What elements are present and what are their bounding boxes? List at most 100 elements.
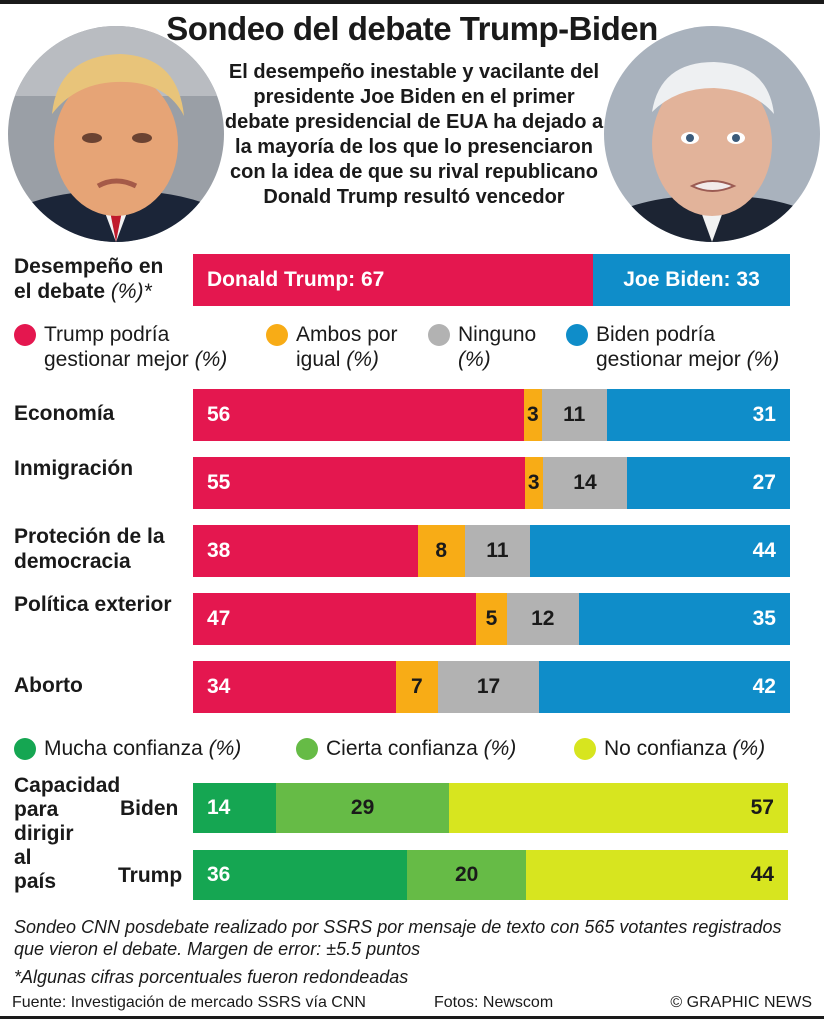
bar-segment: 12 bbox=[506, 593, 579, 645]
bar-segment: 35 bbox=[578, 593, 790, 645]
legend-label-unit: (%) bbox=[732, 737, 766, 760]
bar-segment: 44 bbox=[526, 850, 788, 900]
legend-label-line1: Biden podría bbox=[596, 323, 716, 346]
data-label: 8 bbox=[435, 539, 448, 562]
bar-segment: 11 bbox=[541, 389, 607, 441]
data-label: 5 bbox=[485, 607, 498, 630]
performance-label-line2: el debate bbox=[14, 280, 106, 303]
stacked-bar: 14 29 57 bbox=[193, 783, 788, 833]
data-label: 44 bbox=[752, 539, 776, 562]
category-label: Política exterior bbox=[14, 593, 172, 616]
performance-bar: Donald Trump: 67 Joe Biden: 33 bbox=[193, 254, 790, 306]
performance-segment-trump: Donald Trump: 67 bbox=[193, 254, 593, 306]
footer-credit: © GRAPHIC NEWS bbox=[670, 994, 812, 1011]
data-label: 3 bbox=[527, 471, 540, 494]
bar-segment: 3 bbox=[524, 389, 542, 441]
data-label: 34 bbox=[207, 675, 231, 698]
legend-dot bbox=[574, 738, 596, 760]
data-label: 31 bbox=[752, 403, 776, 426]
stacked-bar: 47 5 12 35 bbox=[193, 593, 790, 645]
survey-note: Sondeo CNN posdebate realizado por SSRS … bbox=[14, 917, 782, 959]
legend-label-unit: (%) bbox=[208, 737, 242, 760]
page-title: Sondeo del debate Trump-Biden bbox=[166, 10, 658, 47]
legend-label: Cierta confianza (%) bbox=[326, 736, 516, 761]
data-label: 36 bbox=[207, 863, 231, 886]
legend-label-unit: (%) bbox=[483, 737, 517, 760]
legend-label-text: Cierta confianza bbox=[326, 737, 478, 760]
data-label: 17 bbox=[476, 675, 501, 698]
page-subtitle: El desempeño inestable y vacilante del p… bbox=[224, 61, 604, 208]
legend-label-line1: Ambos por bbox=[296, 323, 398, 346]
data-label: 11 bbox=[563, 403, 586, 426]
bar-segment: 44 bbox=[529, 525, 790, 577]
legend-label-text: gestionar mejor bbox=[44, 348, 189, 371]
bar-segment: 47 bbox=[193, 593, 477, 645]
data-label: 27 bbox=[752, 471, 776, 494]
stacked-bar: 55 3 14 27 bbox=[193, 457, 790, 509]
data-label: 29 bbox=[350, 796, 375, 819]
performance-label: Desempeño en el debate (%)* bbox=[14, 254, 163, 304]
bar-segment: 11 bbox=[464, 525, 530, 577]
legend-label-unit: (%) bbox=[746, 348, 780, 371]
data-label: 14 bbox=[573, 471, 597, 494]
legend-dot bbox=[566, 324, 588, 346]
biden-portrait bbox=[604, 26, 820, 242]
legend-label: Biden podría gestionar mejor (%) bbox=[596, 322, 779, 372]
data-label: 38 bbox=[207, 539, 231, 562]
bar-segment: 56 bbox=[193, 389, 524, 441]
stacked-bar: 36 20 44 bbox=[193, 850, 788, 900]
confidence-label-line: para bbox=[14, 798, 59, 821]
bar-segment: 29 bbox=[276, 783, 449, 833]
legend-label-line2: (%) bbox=[458, 347, 536, 372]
category-label: Aborto bbox=[14, 674, 83, 697]
data-label: 57 bbox=[750, 796, 774, 819]
bar-segment: 57 bbox=[448, 783, 788, 833]
legend-label: No confianza (%) bbox=[604, 736, 765, 761]
confidence-block-label: Capacidad para dirigir al país bbox=[14, 774, 120, 894]
data-label: 35 bbox=[752, 607, 776, 630]
footer-photos: Fotos: Newscom bbox=[434, 994, 554, 1011]
legend-label-line2: gestionar mejor (%) bbox=[44, 347, 227, 372]
bar-segment: 42 bbox=[539, 661, 790, 713]
candidate-label: Trump bbox=[118, 864, 183, 887]
legend-label-unit: (%) bbox=[458, 348, 491, 371]
legend-label-text: Mucha confianza bbox=[44, 737, 203, 760]
performance-trump-label: Donald Trump: 67 bbox=[207, 268, 385, 291]
bar-segment: 8 bbox=[417, 525, 465, 577]
bar-segment: 7 bbox=[395, 661, 438, 713]
legend-dot bbox=[266, 324, 288, 346]
stacked-bar: 34 7 17 42 bbox=[193, 661, 790, 713]
legend-dot bbox=[428, 324, 450, 346]
data-label: 56 bbox=[207, 403, 231, 426]
legend-label-text: No confianza bbox=[604, 737, 727, 760]
confidence-label-line: país bbox=[14, 870, 57, 893]
legend-label: Trump podría gestionar mejor (%) bbox=[44, 322, 227, 372]
stacked-bar: 56 3 11 31 bbox=[193, 389, 790, 441]
bar-segment: 27 bbox=[627, 457, 790, 509]
data-label: 55 bbox=[207, 471, 231, 494]
performance-segment-biden: Joe Biden: 33 bbox=[592, 254, 790, 306]
legend-label-unit: (%) bbox=[346, 348, 379, 371]
legend-label-text: gestionar mejor bbox=[596, 348, 741, 371]
legend-dot bbox=[296, 738, 318, 760]
data-label: 11 bbox=[486, 539, 509, 562]
legend-label-line2: igual (%) bbox=[296, 347, 398, 372]
bar-segment: 14 bbox=[193, 783, 277, 833]
legend-dot bbox=[14, 324, 36, 346]
category-label: Proteción de la democracia bbox=[14, 525, 165, 573]
stacked-bar: 38 8 11 44 bbox=[193, 525, 790, 577]
bar-segment: 3 bbox=[524, 457, 543, 509]
performance-label-unit: (%)* bbox=[110, 280, 152, 303]
legend-label-line1: Trump podría bbox=[44, 323, 170, 346]
data-label: 20 bbox=[455, 863, 479, 886]
confidence-label-line: al bbox=[14, 846, 32, 869]
data-label: 47 bbox=[207, 607, 231, 630]
top-rule bbox=[0, 0, 824, 4]
performance-biden-label: Joe Biden: 33 bbox=[623, 268, 760, 291]
legend-dot bbox=[14, 738, 36, 760]
bar-segment: 38 bbox=[193, 525, 418, 577]
legend-label: Ambos por igual (%) bbox=[296, 322, 398, 372]
data-label: 7 bbox=[411, 675, 423, 698]
footer-source: Fuente: Investigación de mercado SSRS ví… bbox=[12, 994, 366, 1011]
confidence-label-line: Capacidad bbox=[14, 774, 121, 797]
